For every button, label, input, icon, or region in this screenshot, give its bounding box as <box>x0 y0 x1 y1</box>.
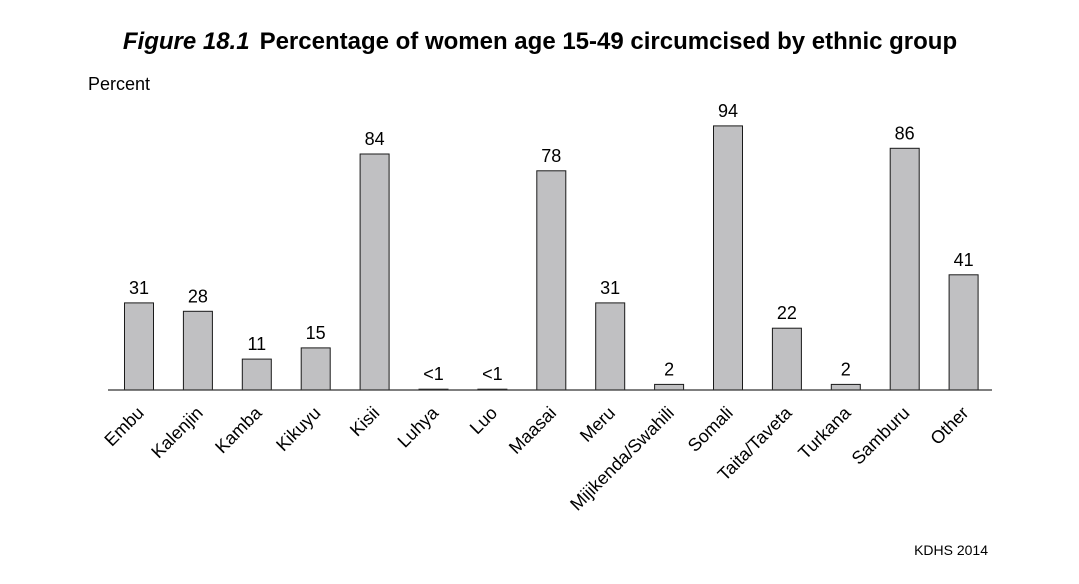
value-label-other: 41 <box>954 250 974 270</box>
value-label-luo: <1 <box>482 364 503 384</box>
category-label-luhya: Luhya <box>394 402 444 452</box>
value-label-kisii: 84 <box>365 129 385 149</box>
bar-embu <box>124 302 154 391</box>
category-label-samburu: Samburu <box>848 403 914 469</box>
value-label-taita-taveta: 22 <box>777 303 797 323</box>
category-label-turkana: Turkana <box>794 402 855 463</box>
bar-kamba <box>241 358 272 391</box>
bar-turkana <box>830 383 861 391</box>
bar-somali <box>713 125 743 391</box>
category-label-kalenjin: Kalenjin <box>147 403 206 462</box>
category-label-luo: Luo <box>466 403 501 438</box>
value-label-maasai: 78 <box>541 146 561 166</box>
bar-kikuyu <box>300 347 331 391</box>
category-label-kisii: Kisii <box>346 403 383 440</box>
title-text: Percentage of women age 15-49 circumcise… <box>260 28 958 55</box>
bar-mijikenda-swahili <box>654 383 685 391</box>
bar-taita-taveta <box>771 327 802 391</box>
category-label-meru: Meru <box>576 403 619 446</box>
figure-number: Figure 18.1 <box>123 28 250 55</box>
category-label-somali: Somali <box>684 403 737 456</box>
category-label-kikuyu: Kikuyu <box>272 403 324 455</box>
value-label-kalenjin: 28 <box>188 286 208 306</box>
bar-kalenjin <box>182 310 213 391</box>
value-label-turkana: 2 <box>841 359 851 379</box>
category-label-maasai: Maasai <box>505 403 560 458</box>
bar-samburu <box>889 147 920 391</box>
category-label-other: Other <box>926 403 972 449</box>
value-label-kamba: 11 <box>247 334 266 354</box>
category-label-mijikenda-swahili: Mijikenda/Swahili <box>566 403 678 515</box>
chart-title: Figure 18.1 Percentage of women age 15-49… <box>123 28 957 55</box>
value-label-embu: 31 <box>129 278 149 298</box>
source-note: KDHS 2014 <box>914 542 988 558</box>
value-label-meru: 31 <box>600 278 620 298</box>
bar-maasai <box>536 170 567 391</box>
y-axis-label: Percent <box>88 74 150 94</box>
value-label-luhya: <1 <box>423 364 444 384</box>
bar-other <box>948 274 979 391</box>
category-label-kamba: Kamba <box>211 402 266 457</box>
bar-kisii <box>359 153 390 391</box>
bar-meru <box>595 302 626 391</box>
value-label-somali: 94 <box>718 101 738 121</box>
category-labels-group: Embu Kalenjin Kamba Kikuyu Kisii Luhya Luo Maas… <box>100 402 972 514</box>
value-label-kikuyu: 15 <box>306 323 326 343</box>
value-label-samburu: 86 <box>895 123 915 143</box>
bars-group <box>124 125 979 391</box>
value-label-mijikenda-swahili: 2 <box>664 359 674 379</box>
category-label-embu: Embu <box>100 403 147 450</box>
